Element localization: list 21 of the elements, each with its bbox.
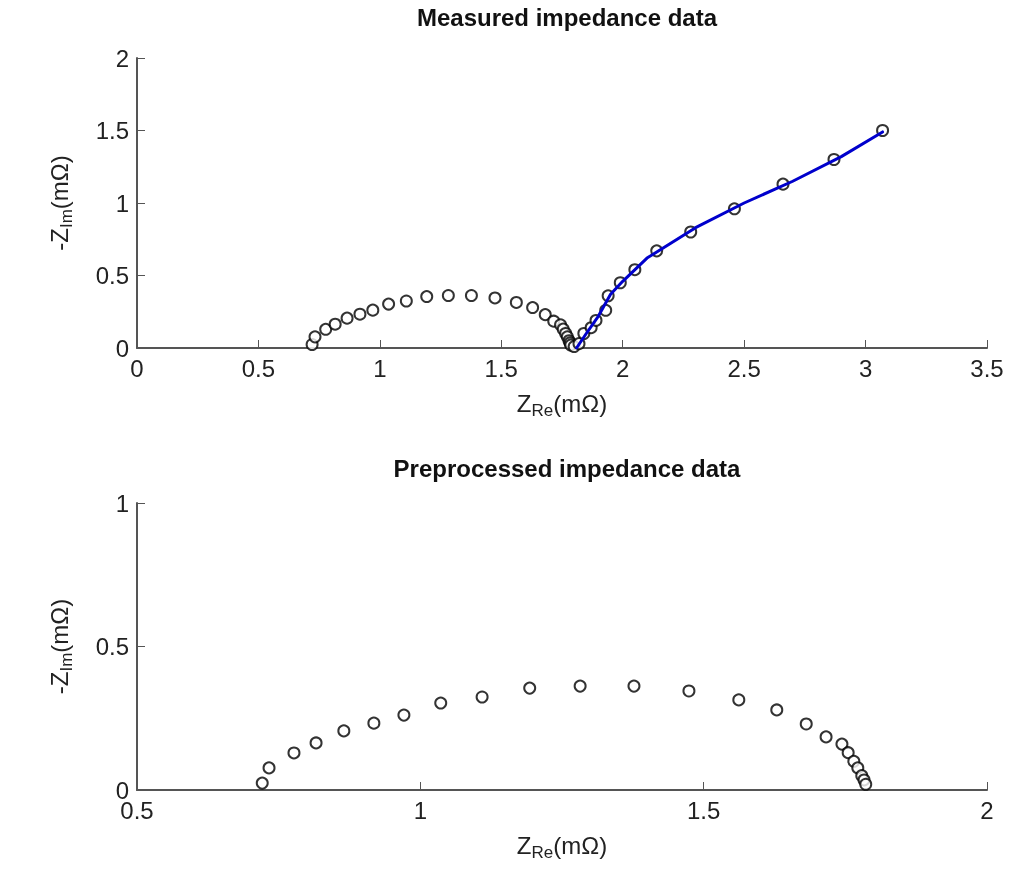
- chart-title: Measured impedance data: [416, 3, 718, 31]
- x-tick-label: 2.5: [727, 354, 761, 382]
- y-tick-label: 0: [115, 334, 129, 362]
- x-tick-label: 3.5: [970, 354, 1004, 382]
- x-tick-label: 1: [373, 354, 387, 382]
- y-axis-title: -ZIm(mΩ): [46, 598, 76, 695]
- chart-title: Preprocessed impedance data: [393, 454, 742, 482]
- y-tick-label: 2: [115, 44, 129, 72]
- x-tick-label: 2: [616, 354, 630, 382]
- x-tick-label: 1.5: [484, 354, 518, 382]
- y-tick-label: 0.5: [95, 262, 129, 289]
- x-tick-label: 2: [980, 796, 994, 824]
- y-tick-label: 1.5: [95, 117, 129, 144]
- x-tick-label: 3: [858, 354, 873, 382]
- y-axis-title: -ZIm(mΩ): [46, 155, 76, 251]
- y-tick-label: 0.5: [95, 633, 129, 660]
- x-tick-label: 1: [413, 796, 428, 824]
- x-tick-label: 0.5: [241, 354, 276, 382]
- y-tick-label: 1: [115, 489, 129, 517]
- x-tick-label: 1.5: [686, 796, 721, 824]
- y-tick-label: 1: [115, 189, 129, 217]
